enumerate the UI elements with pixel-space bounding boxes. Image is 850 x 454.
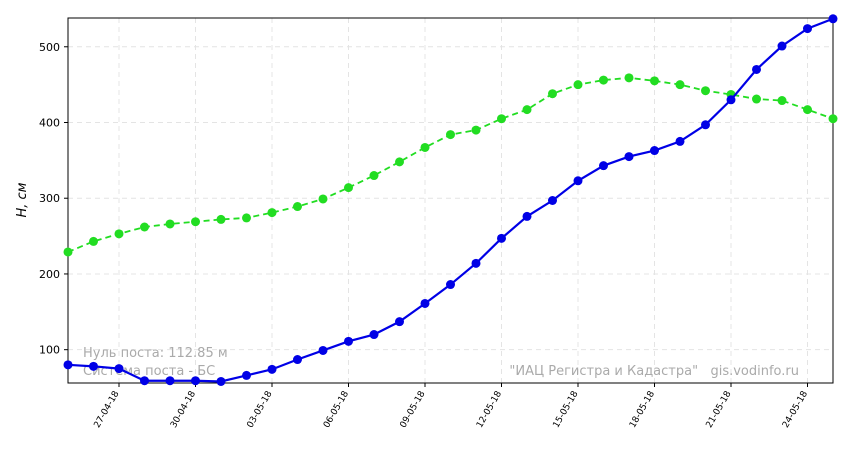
point — [191, 376, 200, 386]
point — [650, 76, 659, 86]
x-tick-label: 06-05-18 — [322, 389, 351, 430]
point — [165, 219, 175, 229]
point — [752, 94, 761, 104]
point — [701, 120, 710, 130]
point — [140, 222, 149, 232]
point — [420, 298, 430, 308]
point — [497, 233, 506, 243]
x-tick-label: 09-05-18 — [399, 389, 428, 430]
point — [293, 355, 302, 365]
point — [446, 280, 455, 290]
y-tick-label: 100 — [39, 344, 60, 357]
point — [701, 86, 710, 96]
point — [165, 376, 175, 386]
y-axis-label: H, см — [15, 182, 30, 217]
x-tick-label: 21-05-18 — [705, 389, 734, 430]
point — [599, 75, 608, 85]
point — [497, 114, 506, 124]
point — [293, 202, 302, 212]
point — [89, 361, 98, 371]
point — [752, 64, 761, 74]
point — [803, 105, 812, 115]
point — [777, 41, 787, 51]
series-line — [67, 17, 834, 383]
point — [369, 330, 379, 340]
point — [599, 161, 608, 171]
point — [548, 89, 557, 99]
point — [242, 213, 251, 223]
annotation: Нуль поста: 112.85 м — [83, 346, 228, 361]
point — [395, 157, 404, 167]
x-tick-label: 27-04-18 — [93, 389, 122, 430]
point — [548, 196, 557, 205]
point — [191, 217, 200, 227]
point — [420, 142, 430, 152]
point — [803, 24, 812, 34]
point — [777, 96, 787, 106]
point — [471, 125, 481, 135]
x-tick-label: 15-05-18 — [552, 389, 581, 430]
point — [624, 152, 634, 162]
point — [216, 376, 226, 386]
point — [140, 376, 149, 386]
point — [369, 171, 379, 181]
x-tick-label: 12-05-18 — [475, 389, 504, 430]
point — [63, 360, 73, 370]
point — [828, 14, 838, 24]
point — [573, 176, 583, 186]
y-tick-label: 400 — [39, 117, 60, 130]
point — [267, 208, 277, 218]
point — [446, 130, 455, 140]
point — [675, 136, 685, 146]
point — [471, 258, 481, 268]
point — [726, 95, 736, 105]
point — [267, 364, 277, 374]
x-tick-label: 03-05-18 — [246, 389, 275, 430]
point — [216, 214, 226, 224]
x-tick-label: 18-05-18 — [628, 389, 657, 430]
point — [344, 183, 353, 193]
annotation: "ИАЦ Регистра и Кадастра" gis.vodinfo.ru — [509, 364, 799, 379]
point — [318, 345, 328, 355]
point — [344, 336, 353, 346]
point — [522, 105, 532, 115]
x-tick-label: 30-04-18 — [169, 389, 198, 430]
point — [114, 364, 124, 374]
point — [63, 247, 73, 257]
point — [242, 370, 251, 380]
point — [624, 73, 634, 83]
point — [573, 80, 583, 90]
point — [650, 146, 659, 156]
point — [395, 317, 404, 327]
series-line — [67, 76, 834, 253]
y-tick-label: 300 — [39, 192, 60, 205]
plot-frame — [67, 17, 834, 384]
point — [318, 194, 328, 204]
point — [828, 114, 838, 124]
point — [522, 211, 532, 221]
y-tick-label: 200 — [39, 268, 60, 281]
point — [675, 80, 685, 90]
point — [89, 236, 98, 246]
point — [114, 229, 124, 239]
y-tick-label: 500 — [39, 41, 60, 54]
x-tick-label: 24-05-18 — [781, 389, 810, 430]
